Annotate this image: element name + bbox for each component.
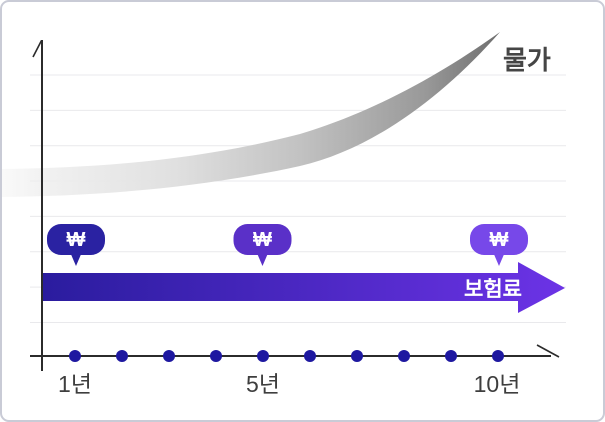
won-bubble-year5: ₩ xyxy=(233,224,292,266)
won-icon: ₩ xyxy=(490,229,509,251)
won-bubble-tail xyxy=(70,252,82,266)
timeline-dot-year1 xyxy=(69,350,81,362)
x-axis xyxy=(30,344,560,358)
timeline-dot-year4 xyxy=(210,350,222,362)
timeline-dot-year10 xyxy=(492,350,504,362)
won-icon: ₩ xyxy=(67,229,86,251)
premium-band-arrowhead xyxy=(518,262,565,313)
won-bubble-body xyxy=(233,224,292,255)
timeline-dot-year5 xyxy=(257,350,269,362)
y-axis xyxy=(32,40,43,371)
x-tick-label-year1: 1년 xyxy=(58,371,92,397)
premium-arrow-band xyxy=(41,262,565,313)
timeline-dot-year6 xyxy=(304,350,316,362)
timeline-dot-year3 xyxy=(163,350,175,362)
timeline-dot-year2 xyxy=(116,350,128,362)
won-icon: ₩ xyxy=(253,229,272,251)
premium-band-rect xyxy=(41,273,520,301)
won-bubble-body xyxy=(470,224,528,255)
x-tick-label-year5: 5년 xyxy=(246,371,280,397)
won-bubble-tail xyxy=(256,252,269,266)
price-curve-label: 물가 xyxy=(503,45,551,75)
x-axis-arrowhead xyxy=(536,344,560,358)
won-bubble-body xyxy=(47,224,105,255)
timeline-dot-year9 xyxy=(445,350,457,362)
x-tick-label-year10: 10년 xyxy=(474,371,521,397)
premium-band-label: 보험료 xyxy=(464,278,522,301)
won-bubble-tail xyxy=(493,252,505,266)
won-bubble-year10: ₩ xyxy=(470,224,528,266)
x-axis-dots xyxy=(69,350,504,362)
timeline-dot-year8 xyxy=(398,350,410,362)
y-axis-arrowhead xyxy=(32,40,43,58)
timeline-dot-year7 xyxy=(351,350,363,362)
won-bubble-year1: ₩ xyxy=(47,224,105,266)
price-curve xyxy=(2,32,500,197)
